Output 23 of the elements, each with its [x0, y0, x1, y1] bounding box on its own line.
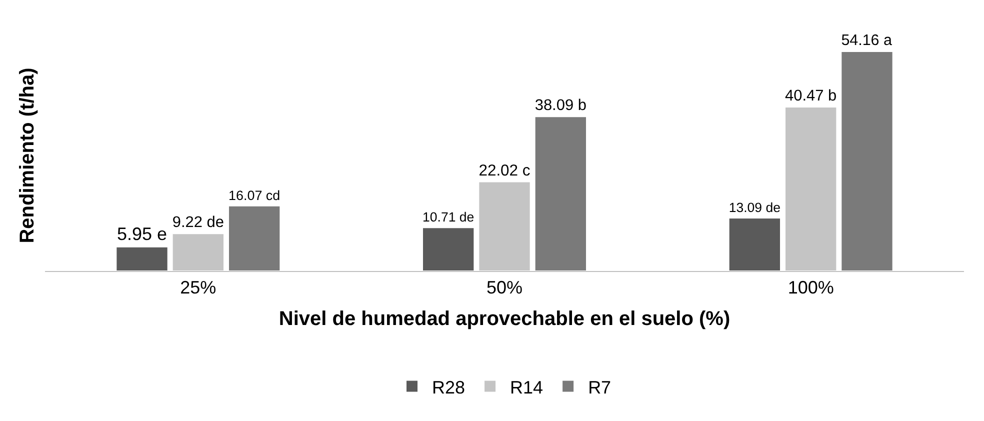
data-label: 38.09 b — [534, 97, 586, 114]
y-axis-title: Rendimiento (t/ha) — [16, 68, 38, 244]
x-tick-label: 25% — [180, 278, 216, 298]
x-tick-label: 100% — [788, 278, 834, 298]
data-label: 13.09 de — [728, 200, 780, 216]
bar — [116, 246, 168, 271]
data-label: 10.71 de — [422, 210, 474, 225]
data-label: 40.47 b — [785, 88, 837, 105]
data-label: 5.95 e — [116, 224, 168, 244]
bar — [422, 227, 475, 271]
legend-label: R7 — [588, 377, 612, 398]
legend-label: R28 — [432, 377, 466, 398]
x-tick-label: 50% — [486, 278, 523, 298]
bar — [228, 205, 281, 271]
data-label: 9.22 de — [172, 214, 224, 232]
x-axis-title: Nivel de humedad aprovechable en el suelo (%) — [278, 308, 730, 330]
data-label: 22.02 c — [478, 162, 530, 180]
bar — [534, 116, 587, 271]
bar — [840, 51, 894, 271]
data-label: 54.16 a — [841, 32, 892, 50]
data-label: 16.07 cd — [228, 188, 280, 203]
bar — [728, 217, 782, 271]
legend-label: R14 — [510, 377, 544, 398]
